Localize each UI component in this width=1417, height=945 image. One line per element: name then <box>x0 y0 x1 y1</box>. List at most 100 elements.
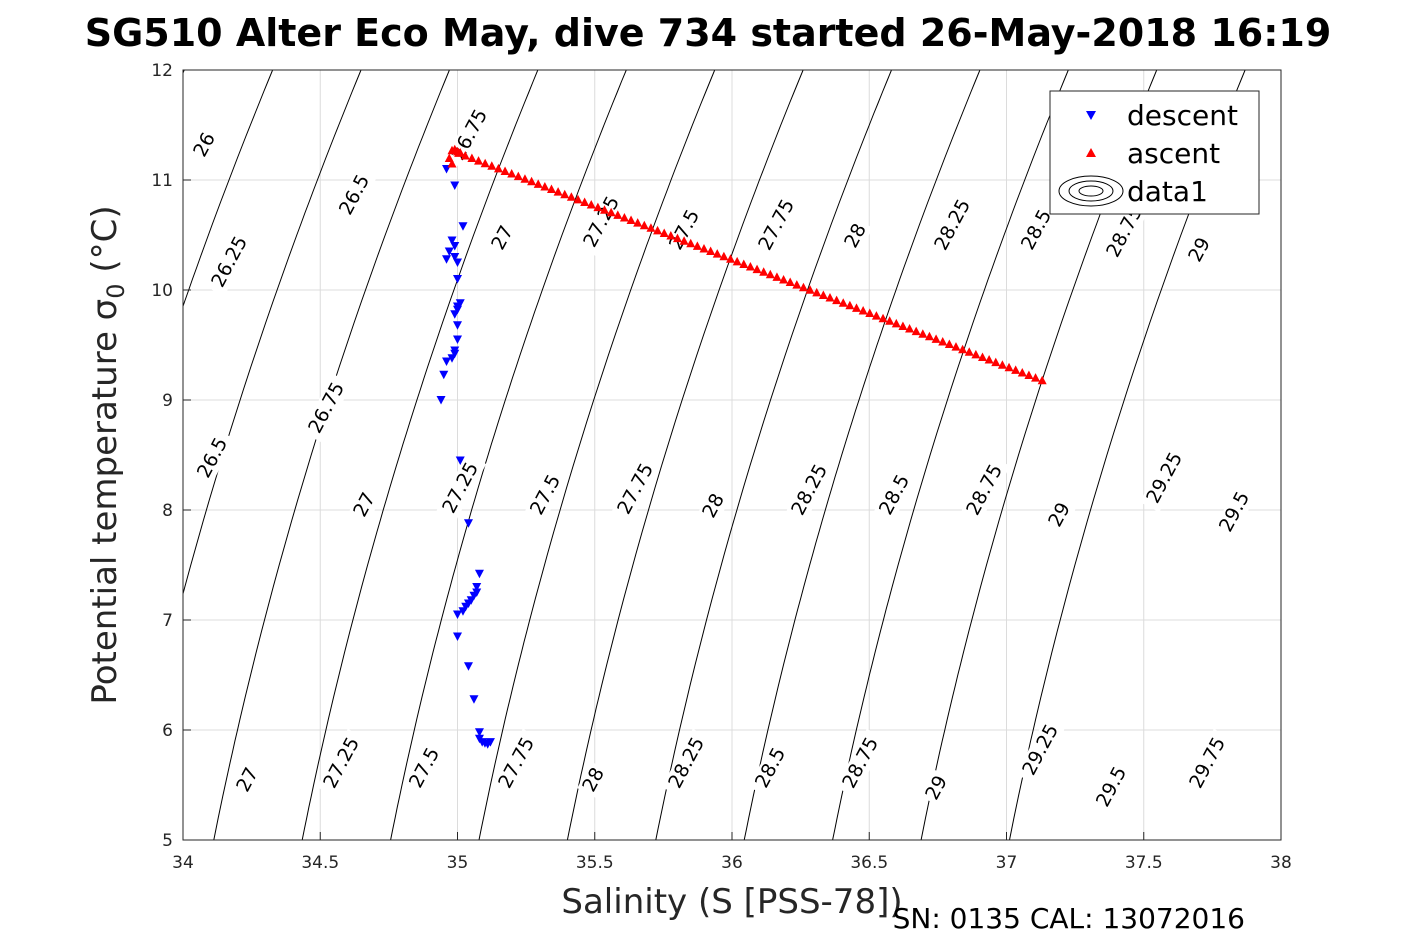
isopycnal-label-bg <box>1014 200 1060 260</box>
ascent-point <box>619 212 629 222</box>
ascent-point <box>586 200 596 209</box>
isopycnal-label-bg <box>577 761 611 799</box>
isopycnal-label-bg <box>348 486 382 524</box>
descent-point <box>458 607 468 616</box>
isopycnal-label-bg <box>662 200 708 260</box>
isopycnal-label-bg <box>1212 482 1258 542</box>
y-tick-label: 6 <box>162 721 173 741</box>
descent-point <box>450 310 460 319</box>
isopycnal-label: 29.25 <box>1142 449 1187 507</box>
isopycnal-label-bg <box>1015 715 1067 785</box>
ascent-point <box>984 355 994 364</box>
ascent-point <box>646 223 656 232</box>
isopycnal-label-bg <box>486 219 520 257</box>
ascent-point <box>507 169 517 178</box>
isopycnal-label-bg <box>920 769 954 807</box>
ascent-point <box>858 305 868 315</box>
ascent-point <box>1031 373 1041 382</box>
ascent-point <box>520 174 530 183</box>
ascent-point <box>938 336 948 346</box>
x-tick-label: 37 <box>996 853 1018 873</box>
ascent-series <box>444 144 1047 385</box>
ascent-point <box>772 272 782 281</box>
isopycnal-line <box>0 70 7 840</box>
isopycnal-line <box>478 70 716 840</box>
descent-point <box>450 253 460 262</box>
ascent-point <box>845 300 855 310</box>
ascent-point <box>455 148 465 157</box>
ascent-point <box>546 184 556 194</box>
isopycnal-label-bg <box>231 761 265 799</box>
y-tick-label: 5 <box>162 831 173 851</box>
ascent-point <box>493 163 503 173</box>
isopycnal-line <box>183 70 274 308</box>
legend-ascent-marker <box>1086 148 1096 157</box>
x-tick-label: 36.5 <box>850 853 888 873</box>
isopycnal-line <box>655 70 892 840</box>
descent-point <box>442 357 452 366</box>
ascent-point <box>633 218 643 227</box>
x-tick-label: 35 <box>447 853 469 873</box>
y-tick-label: 8 <box>162 501 173 521</box>
y-tick-label: 9 <box>162 391 173 411</box>
ascent-point <box>692 241 702 250</box>
descent-series <box>436 165 495 749</box>
ascent-point <box>765 269 775 279</box>
ascent-point <box>951 342 961 351</box>
legend-box <box>1049 90 1260 215</box>
ascent-point <box>759 267 769 276</box>
ascent-point <box>626 215 636 225</box>
isopycnal-label-bg <box>332 165 378 225</box>
ascent-point <box>732 256 742 266</box>
ascent-point <box>540 181 550 191</box>
ascent-point <box>905 324 915 333</box>
serial-calibration: SN: 0135 CAL: 13072016 <box>893 902 1245 935</box>
ascent-point <box>686 238 696 248</box>
isopycnal-line <box>743 70 981 840</box>
isopycnal-label-bg <box>1182 728 1234 798</box>
isopycnal-label-bg <box>1043 496 1077 534</box>
descent-point <box>461 602 471 612</box>
ascent-point <box>666 231 676 240</box>
isopycnal-label-bg <box>402 738 448 798</box>
ascent-point <box>699 243 709 253</box>
descent-point <box>485 738 495 747</box>
ascent-point <box>527 176 537 186</box>
ascent-point <box>613 210 623 219</box>
ascent-point <box>798 282 808 292</box>
isopycnal-label-bg <box>204 227 256 297</box>
y-ticks: 5 6 7 8 9 10 11 12 <box>151 61 191 851</box>
ascent-point <box>878 313 888 323</box>
descent-point <box>444 247 454 256</box>
ascent-point <box>931 334 941 343</box>
x-tick-label: 38 <box>1270 853 1292 873</box>
x-tick-label: 35.5 <box>576 853 614 873</box>
isopycnal-label-bg <box>1183 231 1217 269</box>
legend-ascent-label: ascent <box>1127 137 1220 170</box>
isopycnal-label-bg <box>697 487 731 525</box>
descent-point <box>453 305 462 315</box>
descent-point <box>453 321 462 330</box>
isopycnal-label: 26.75 <box>304 379 349 437</box>
isopycnal-label-bg <box>491 728 543 798</box>
isopycnal-label-bg <box>959 455 1011 525</box>
ascent-point <box>852 303 862 312</box>
isopycnal-line <box>213 70 450 840</box>
descent-point <box>453 258 462 267</box>
ascent-point <box>712 249 722 258</box>
isopycnal-label: 27.75 <box>613 460 658 518</box>
y-tick-label: 12 <box>151 61 173 81</box>
isopycnal-label-bg <box>576 187 628 257</box>
ascent-point <box>739 259 749 268</box>
ascent-point <box>891 318 901 328</box>
isopycnal-label: 28.75 <box>838 734 883 792</box>
descent-point <box>439 370 449 380</box>
descent-point <box>463 519 473 528</box>
ascent-point <box>553 187 563 196</box>
isopycnal-label: 28.25 <box>930 196 975 254</box>
isopycnal-label-bg <box>661 728 713 798</box>
isopycnal-label-bg <box>1099 197 1151 267</box>
ascent-point <box>672 233 682 243</box>
ascent-point <box>865 308 875 318</box>
isopycnal-label-bg <box>784 455 836 525</box>
